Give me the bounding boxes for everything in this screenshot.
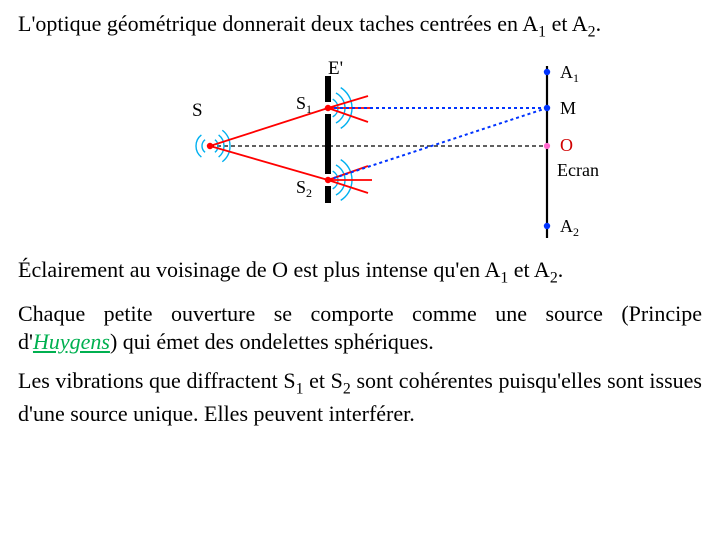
paragraph-4: Les vibrations que diffractent S1 et S2 … — [18, 367, 702, 427]
p2-text-c: . — [558, 257, 564, 282]
paragraph-2: Éclairement au voisinage de O est plus i… — [18, 256, 702, 288]
svg-text:Ecran: Ecran — [557, 160, 599, 180]
paragraph-3: Chaque petite ouverture se comporte comm… — [18, 300, 702, 355]
p1-sub2: 2 — [588, 23, 596, 40]
p1-text-b: et A — [546, 11, 588, 36]
p2-text-b: et A — [508, 257, 550, 282]
svg-text:M: M — [560, 98, 576, 118]
diagram-container: SE'S1S2A1MOEcranA2 — [18, 48, 702, 248]
svg-text:O: O — [560, 135, 573, 155]
svg-text:E': E' — [328, 58, 343, 79]
p4-text-a: Les vibrations que diffractent S — [18, 368, 296, 393]
p1-text-a: L'optique géométrique donnerait deux tac… — [18, 11, 538, 36]
p3-text-b: ) qui émet des ondelettes sphériques. — [110, 329, 434, 354]
svg-text:S: S — [192, 100, 203, 121]
p4-sub2: 2 — [343, 381, 351, 398]
p1-text-c: . — [596, 11, 602, 36]
paragraph-1: L'optique géométrique donnerait deux tac… — [18, 10, 702, 42]
optics-diagram: SE'S1S2A1MOEcranA2 — [80, 48, 640, 248]
p2-sub2: 2 — [550, 270, 558, 287]
huygens-name: Huygens — [33, 329, 110, 354]
p2-text-a: Éclairement au voisinage de O est plus i… — [18, 257, 500, 282]
p1-sub1: 1 — [538, 23, 546, 40]
p4-text-b: et S — [303, 368, 342, 393]
